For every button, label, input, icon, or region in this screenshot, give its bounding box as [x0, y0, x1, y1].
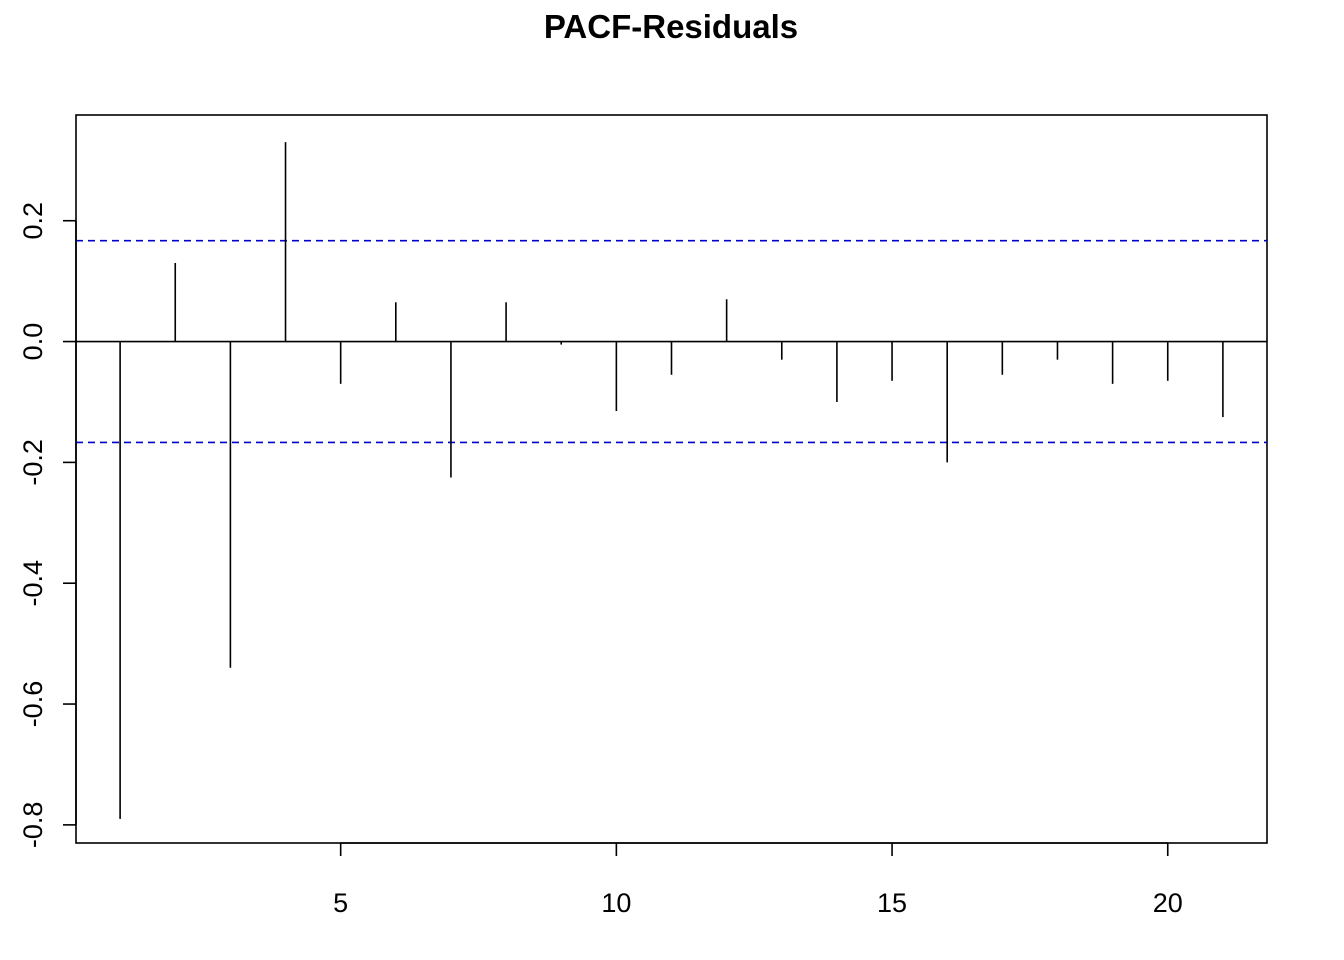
y-tick-label: 0.2 — [18, 202, 48, 240]
y-tick-label: -0.4 — [18, 560, 48, 607]
x-tick-label: 5 — [333, 888, 348, 918]
y-tick-label: -0.8 — [18, 802, 48, 849]
x-tick-label: 20 — [1153, 888, 1183, 918]
y-axis: -0.8 -0.6 -0.4 -0.2 0.0 0.2 — [18, 202, 77, 849]
x-tick-label: 10 — [601, 888, 631, 918]
plot-area — [75, 114, 1268, 844]
y-tick-label: 0.0 — [18, 323, 48, 361]
y-tick-label: -0.6 — [18, 681, 48, 728]
plot-frame — [75, 114, 1268, 844]
y-tick-label: -0.2 — [18, 439, 48, 486]
chart-title: PACF-Residuals — [544, 8, 798, 45]
x-axis: 5 10 15 20 — [333, 842, 1183, 918]
x-tick-label: 15 — [877, 888, 907, 918]
